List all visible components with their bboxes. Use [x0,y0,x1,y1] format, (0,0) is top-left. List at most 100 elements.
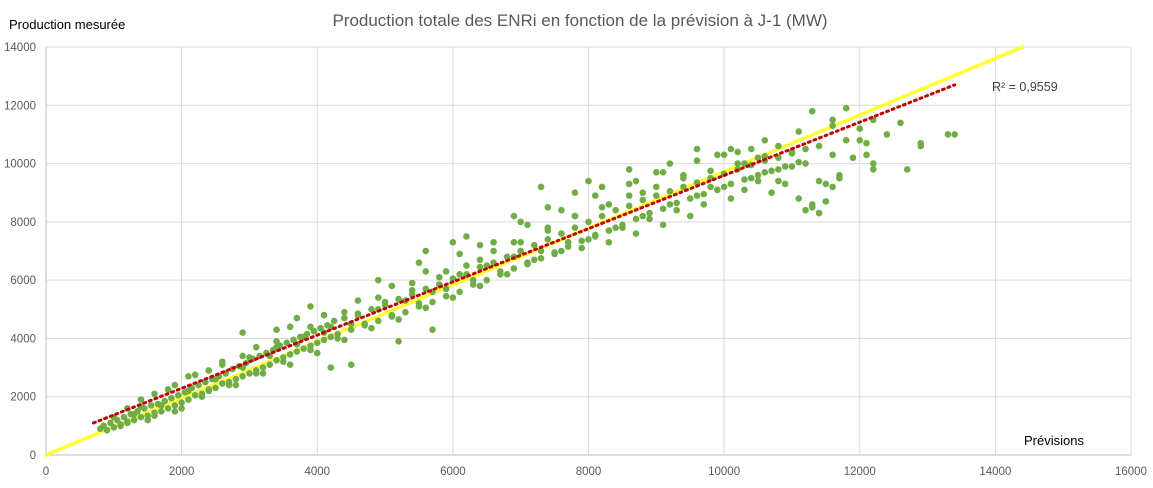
data-point [537,247,545,255]
data-point [449,238,457,246]
data-point [754,154,762,162]
data-point [483,262,491,269]
data-point [747,145,755,153]
data-point [639,212,647,220]
y-tick-label: 6000 [10,275,36,287]
data-point [476,241,484,249]
data-point [388,282,396,290]
data-point [842,136,850,144]
data-point [436,273,443,281]
data-point [320,311,328,319]
data-point [408,287,416,294]
data-point [768,167,775,175]
trendline [91,83,957,425]
data-point [476,263,484,271]
data-point [171,381,179,389]
data-point [442,268,450,275]
data-point [442,292,450,300]
data-point [605,201,613,208]
data-point [449,275,457,282]
data-point [510,265,518,272]
data-point [252,370,260,377]
data-point [802,160,809,167]
data-point [517,238,524,246]
data-point [625,192,633,199]
data-point [564,238,572,246]
data-point [707,167,714,175]
data-point [157,402,165,409]
data-point [168,394,175,402]
data-point [124,419,131,427]
data-point [951,131,958,138]
data-point [856,136,864,144]
data-point [815,177,823,185]
data-point [341,314,348,322]
data-point [273,338,280,345]
gridlines [45,46,1132,456]
data-point [639,196,647,204]
data-point [490,247,497,255]
y-tick-label: 4000 [10,333,36,345]
data-point [103,426,111,434]
x-tick-label: 16000 [1115,466,1147,478]
data-point [178,399,185,406]
data-point [327,333,335,341]
data-point [686,212,694,220]
data-point [395,316,402,323]
data-point [741,176,748,183]
data-point [863,151,870,159]
data-point [544,236,552,243]
data-point [395,338,402,345]
y-tick-label: 14000 [4,42,36,54]
data-point [788,148,796,156]
data-point [585,236,592,243]
data-point [619,224,626,231]
data-point [686,195,694,202]
data-point [768,189,775,197]
data-point [700,201,708,208]
data-point [632,230,640,237]
data-point [632,177,640,185]
x-tick-label: 14000 [979,466,1011,478]
data-point [917,142,925,150]
data-point [354,297,362,304]
data-point [863,139,870,147]
data-point [164,405,172,412]
data-point [330,317,338,325]
data-point [347,326,355,333]
data-points [96,104,958,434]
data-point [761,136,769,144]
data-point [354,311,362,319]
data-point [171,402,179,409]
data-point [761,152,769,160]
data-point [402,308,409,316]
data-point [151,412,158,419]
data-point [374,276,382,284]
data-point [646,215,653,223]
trendline-layer [91,83,957,425]
data-point [191,371,199,379]
data-point [283,339,291,347]
data-point [693,145,701,153]
data-point [775,142,782,150]
data-point [219,380,226,387]
data-point [361,320,369,328]
data-point [944,131,952,138]
x-axis-label: Prévisions [1024,433,1084,448]
data-point [280,358,287,366]
data-point [212,375,219,383]
data-point [558,230,565,237]
data-point [510,212,518,220]
data-point [202,378,209,386]
data-point [578,237,586,245]
data-point [449,294,457,301]
data-point [456,271,463,278]
x-tick-label: 2000 [169,466,195,478]
data-point [497,268,504,275]
data-point [239,329,246,336]
data-point [483,276,491,284]
data-point [625,180,633,188]
data-point [368,305,375,313]
data-point [544,224,552,231]
data-point [252,343,260,351]
